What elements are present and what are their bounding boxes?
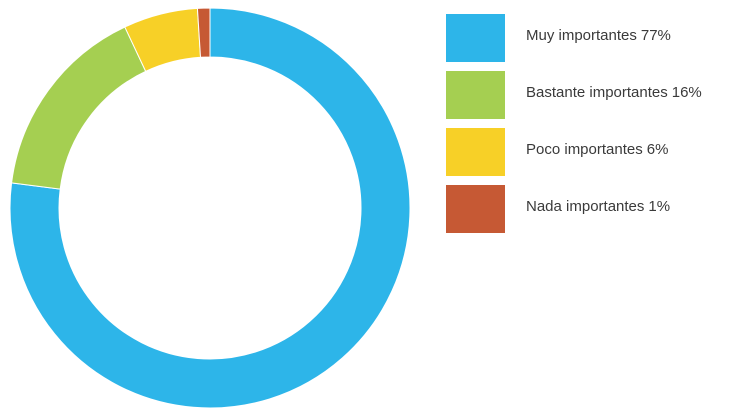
- legend-swatch-nada-importantes: [446, 185, 505, 233]
- legend-swatch-muy-importantes: [446, 14, 505, 62]
- donut-slice-nada-importantes: [196, 7, 211, 58]
- legend-label-nada-importantes: Nada importantes: [526, 198, 645, 215]
- legend-label-bastante-importantes: Bastante importantes: [526, 84, 668, 101]
- legend-value-poco-importantes: 6%: [646, 141, 669, 158]
- legend-item-bastante-importantes: Bastante importantes 16%: [446, 71, 737, 119]
- donut-slices: [9, 7, 411, 409]
- legend-item-muy-importantes: Muy importantes 77%: [446, 14, 737, 62]
- legend-value-muy-importantes: 77%: [640, 27, 671, 44]
- legend-value-bastante-importantes: 16%: [671, 84, 702, 101]
- legend-label-muy-importantes: Muy importantes: [526, 27, 637, 44]
- legend-value-nada-importantes: 1%: [648, 198, 671, 215]
- donut-slice-muy-importantes: [9, 7, 411, 409]
- legend-swatch-poco-importantes: [446, 128, 505, 176]
- donut-slice-bastante-importantes: [11, 26, 147, 190]
- legend-swatch-bastante-importantes: [446, 71, 505, 119]
- legend-item-nada-importantes: Nada importantes 1%: [446, 185, 737, 233]
- legend-label-poco-importantes: Poco importantes: [526, 141, 643, 158]
- legend-item-poco-importantes: Poco importantes 6%: [446, 128, 737, 176]
